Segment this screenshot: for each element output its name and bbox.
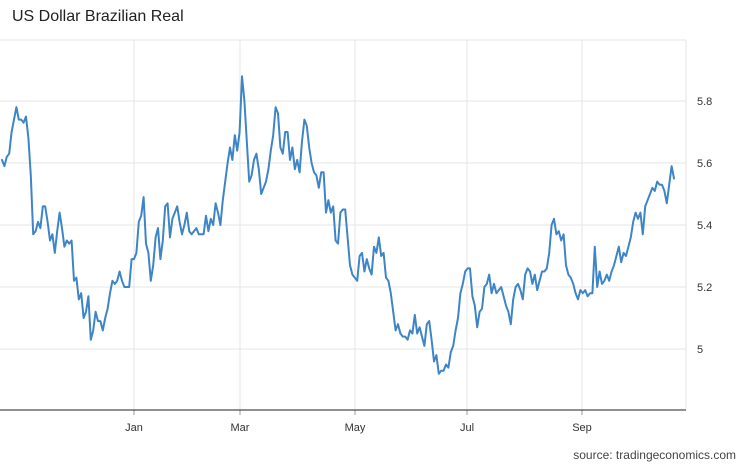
y-tick-label: 5 <box>697 344 703 356</box>
series-line <box>1 75 675 375</box>
y-axis: 5 5.2 5.4 5.6 5.8 <box>697 96 712 356</box>
x-axis: Jan Mar May Jul Sep <box>0 409 686 434</box>
x-tick-label: Jan <box>125 422 143 434</box>
chart-title: US Dollar Brazilian Real <box>12 8 184 25</box>
x-tick-label: May <box>345 422 366 434</box>
x-tick-label: Jul <box>460 422 474 434</box>
grid <box>0 39 687 410</box>
x-tick-label: Mar <box>231 422 250 434</box>
y-tick-label: 5.4 <box>697 220 712 232</box>
series-layer <box>1 75 675 375</box>
source-credit: source: tradingeconomics.com <box>573 448 736 462</box>
y-tick-label: 5.8 <box>697 96 712 108</box>
y-tick-label: 5.6 <box>697 158 712 170</box>
y-tick-label: 5.2 <box>697 282 712 294</box>
x-tick-label: Sep <box>572 422 592 434</box>
